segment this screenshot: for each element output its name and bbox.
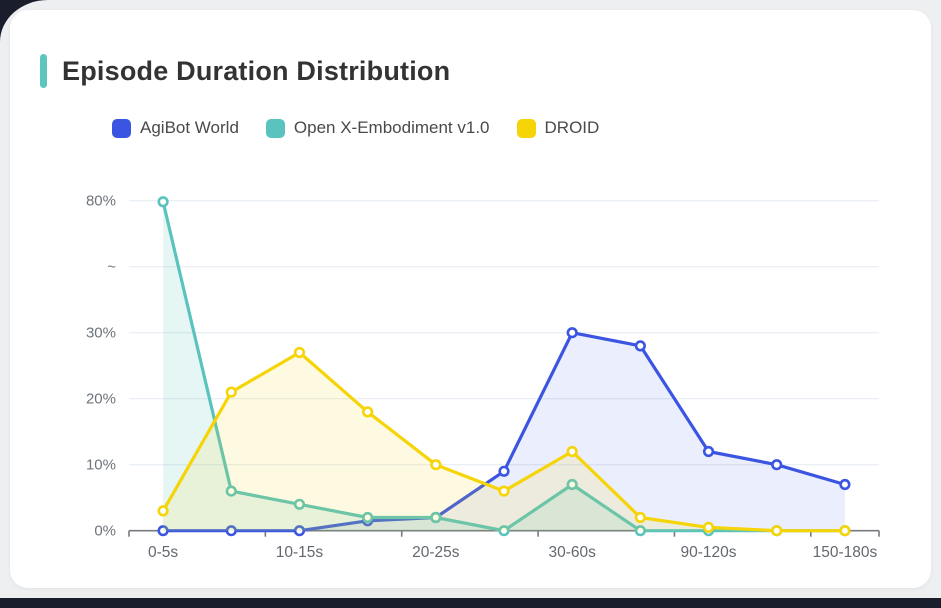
x-axis-tick-label: 10-15s [276,544,324,561]
data-point-droid[interactable] [159,507,168,516]
data-point-droid[interactable] [432,460,441,469]
x-axis-tick-label: 20-25s [412,544,460,561]
data-point-droid[interactable] [227,388,236,397]
data-point-droid[interactable] [363,408,372,417]
y-axis-tick-label: 30% [86,325,116,342]
data-point-agibot-world[interactable] [704,447,713,456]
data-point-droid[interactable] [841,526,850,535]
x-axis-tick-label: 90-120s [681,544,737,561]
y-axis-tick-label: 20% [86,391,116,408]
y-axis-tick-label: 80% [86,193,116,210]
data-point-agibot-world[interactable] [500,467,509,476]
y-axis-tick-label: 0% [94,523,116,540]
data-point-agibot-world[interactable] [568,328,577,337]
x-axis-tick-label: 0-5s [148,544,178,561]
chart-canvas: 0% 10% 20% 30% ~80% 0-5s 10-15s 20-25s 30-60s 90-… [10,10,941,608]
data-point-agibot-world[interactable] [636,342,645,351]
data-point-droid[interactable] [568,447,577,456]
data-point-droid[interactable] [636,513,645,522]
x-axis-tick-label: 30-60s [548,544,596,561]
data-point-open-x-embodiment-v1-0[interactable] [159,197,168,206]
data-point-agibot-world[interactable] [772,460,781,469]
x-axis-tick-label: 150-180s [813,544,878,561]
chart-card: Episode Duration Distribution AgiBot Wor… [10,10,931,588]
y-axis-tick-label: 10% [86,457,116,474]
data-point-agibot-world[interactable] [841,480,850,489]
data-point-droid[interactable] [772,526,781,535]
data-point-droid[interactable] [704,523,713,532]
data-point-droid[interactable] [500,487,509,496]
y-axis-tick-label: ~ [107,259,116,276]
data-point-droid[interactable] [295,348,304,357]
